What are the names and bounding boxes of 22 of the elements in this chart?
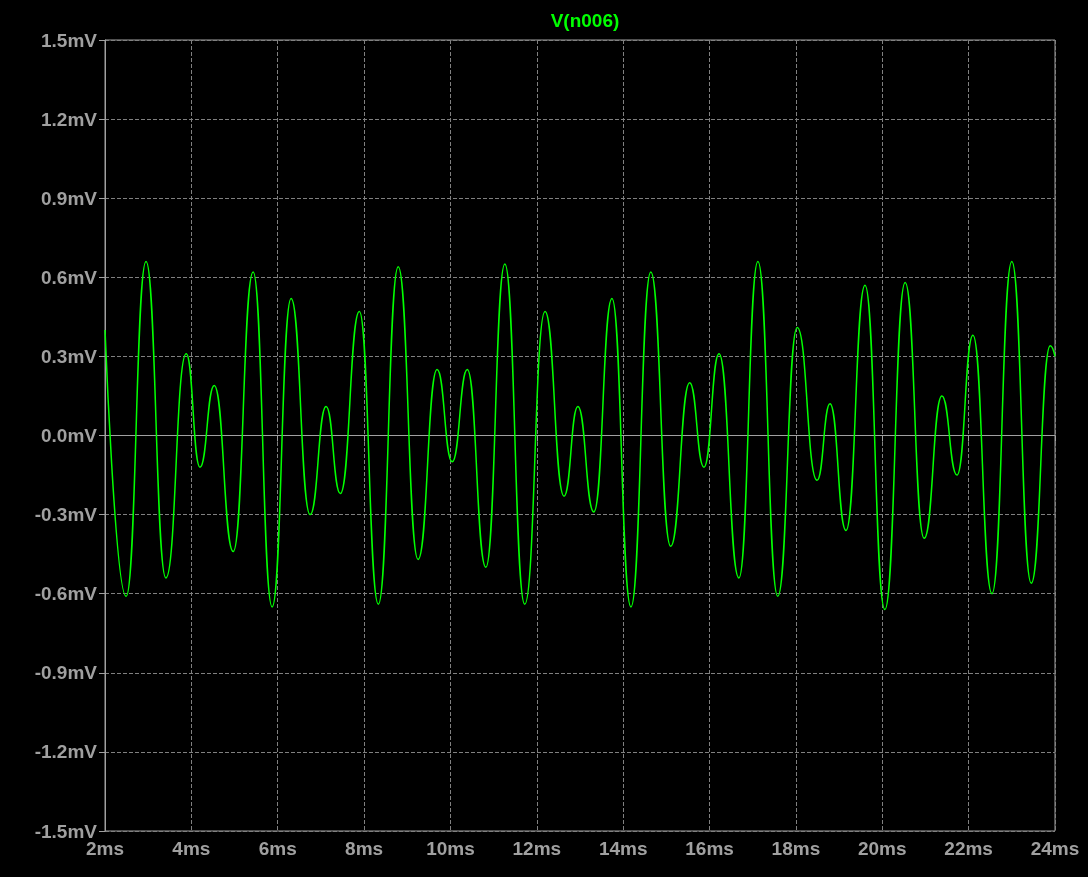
y-tick-label: 0.9mV — [41, 187, 98, 209]
y-tick-label: -1.2mV — [34, 741, 98, 763]
x-tick-label: 20ms — [857, 838, 907, 859]
y-tick-label: 0.0mV — [41, 425, 98, 446]
x-tick-label: 16ms — [685, 838, 734, 859]
chart-title: V(n006) — [550, 10, 620, 31]
x-tick-label: 10ms — [426, 838, 475, 859]
x-tick-label: 6ms — [258, 838, 297, 859]
y-tick-label: 0.6mV — [41, 266, 98, 288]
y-tick-label: -0.3mV — [34, 504, 98, 526]
x-tick-label: 24ms — [1030, 838, 1080, 859]
x-tick-label: 8ms — [345, 838, 384, 859]
y-tick-label: -0.9mV — [34, 662, 98, 684]
x-tick-label: 12ms — [512, 838, 562, 859]
y-tick-label: 1.2mV — [41, 108, 98, 130]
y-tick-label: -0.6mV — [34, 583, 98, 605]
y-tick-label: 1.5mV — [41, 29, 98, 51]
x-tick-label: 22ms — [944, 838, 993, 859]
x-tick-label: 4ms — [172, 838, 211, 859]
y-tick-label: 0.3mV — [41, 345, 98, 367]
x-tick-label: 18ms — [771, 838, 821, 859]
x-tick-label: 14ms — [598, 838, 648, 859]
